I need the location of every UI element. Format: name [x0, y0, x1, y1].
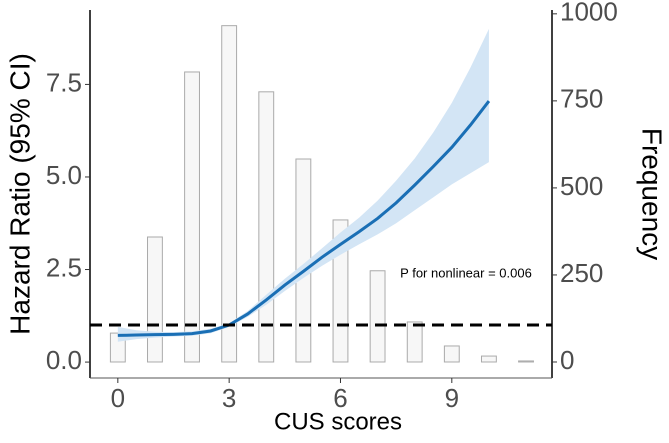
x-tick-label: 3 [222, 383, 236, 413]
histogram-bar [443, 345, 460, 363]
y2-tick-label: 250 [560, 258, 603, 288]
y2-axis-label: Frequency [637, 128, 668, 260]
y-tick-label: 0.0 [46, 345, 82, 375]
y2-tick-label: 1000 [560, 0, 618, 27]
histogram-bar [221, 25, 238, 363]
x-tick-label: 6 [333, 383, 347, 413]
y-tick-label: 7.5 [46, 67, 82, 97]
x-tick-label: 9 [445, 383, 459, 413]
histogram-bar [184, 71, 200, 363]
spline-line [117, 100, 491, 337]
histogram-bar [369, 270, 386, 363]
y-axis-label: Hazard Ratio (95% CI) [4, 53, 35, 335]
y2-tick-label: 500 [560, 171, 603, 201]
x-tick-label: 0 [111, 383, 125, 413]
histogram-bar [480, 355, 497, 363]
y-tick-label: 5.0 [46, 160, 82, 190]
y2-tick-label: 0 [560, 345, 574, 375]
histogram-bar [258, 91, 275, 363]
y-tick-label: 2.5 [46, 252, 82, 282]
histogram-bar [147, 236, 163, 363]
histogram-bar [406, 321, 423, 363]
annotation: P for nonlinear = 0.006 [400, 265, 532, 280]
x-axis-label: CUS scores [274, 408, 402, 435]
y2-tick-label: 750 [560, 84, 603, 114]
histogram-bar [518, 360, 534, 363]
